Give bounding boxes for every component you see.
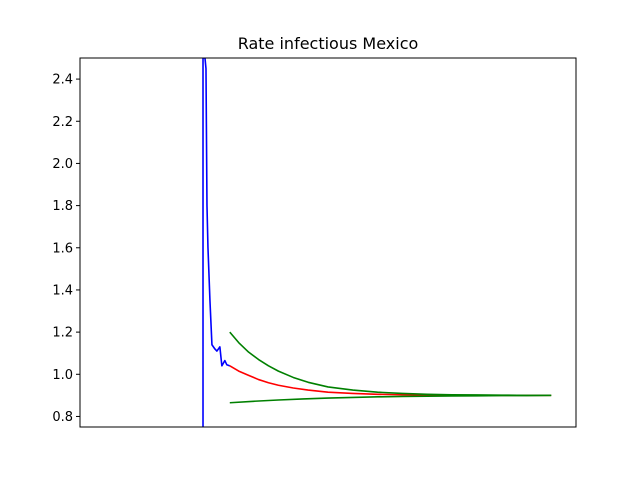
series-line-4 bbox=[229, 394, 552, 404]
y-tick-label: 1.6 bbox=[52, 241, 73, 256]
y-tick-label: 1.4 bbox=[52, 283, 73, 298]
plot-frame bbox=[79, 57, 577, 428]
y-axis-ticks: 0.8 1.0 1.2 1.4 1.6 1.8 2.0 2.2 2.4 bbox=[52, 73, 80, 425]
chart-title: Rate infectious Mexico bbox=[238, 34, 419, 53]
y-tick-label: 0.8 bbox=[52, 410, 73, 425]
y-tick-label: 1.8 bbox=[52, 199, 73, 214]
y-tick-label: 2.0 bbox=[52, 157, 73, 172]
series-layer bbox=[202, 58, 552, 427]
y-tick-label: 2.2 bbox=[52, 115, 73, 130]
y-tick-label: 1.0 bbox=[52, 368, 73, 383]
series-line-1 bbox=[202, 58, 231, 427]
y-tick-label: 2.4 bbox=[52, 73, 73, 88]
y-tick-label: 1.2 bbox=[52, 326, 73, 341]
